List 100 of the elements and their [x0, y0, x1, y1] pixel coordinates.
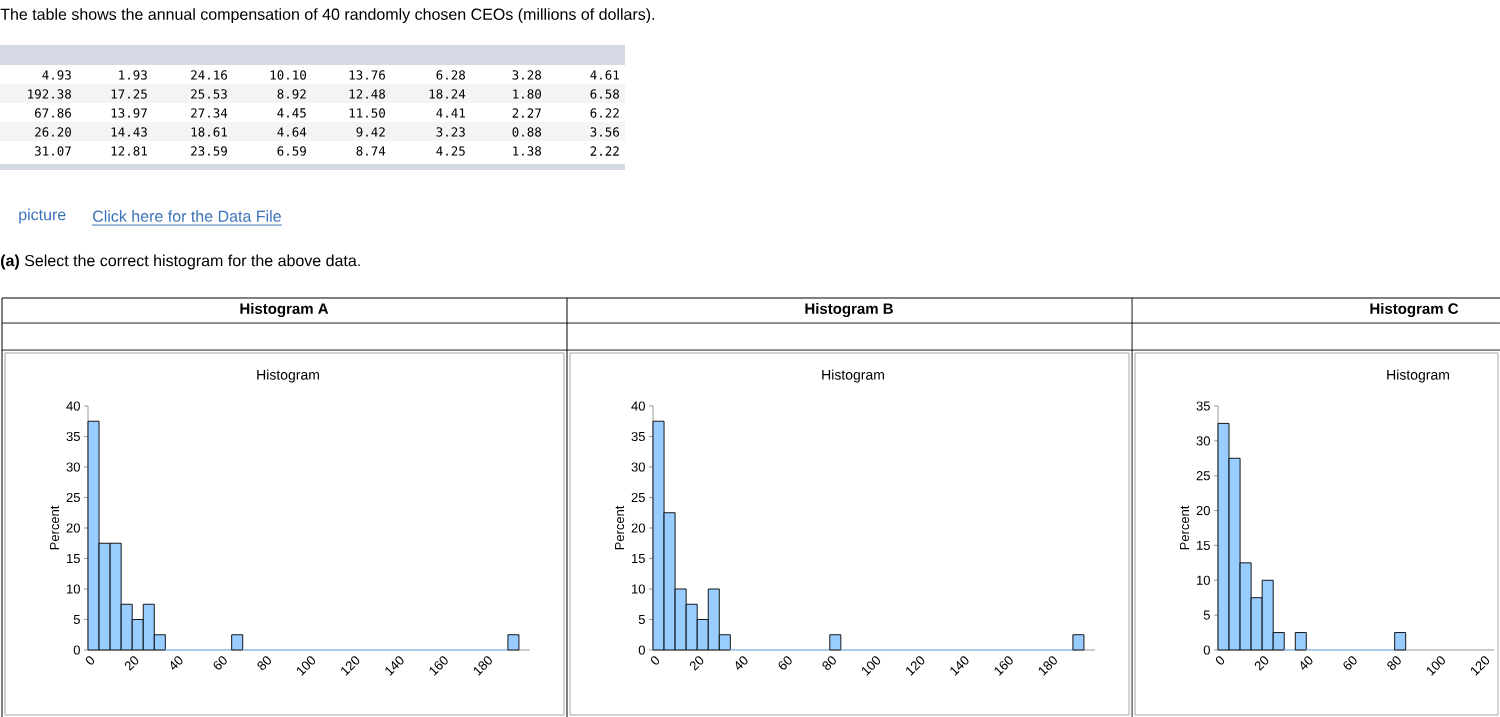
- y-tick-label: 25: [1196, 471, 1210, 481]
- text: 23.59: [191, 146, 227, 156]
- text: 13.97: [111, 108, 147, 118]
- text: 8.92: [277, 89, 306, 99]
- text: 24.16: [191, 70, 227, 80]
- chart-subtitle: Histogram: [257, 369, 319, 383]
- x-tick-label: 60: [213, 656, 227, 670]
- text: 6.58: [590, 89, 620, 99]
- text: 4.64: [277, 127, 307, 137]
- text: 6.22: [590, 108, 619, 118]
- y-tick-label: 0: [73, 645, 80, 655]
- text: 25.53: [191, 89, 227, 99]
- x-tick-label: 180: [473, 656, 492, 676]
- y-tick-label: 15: [67, 553, 80, 564]
- y-tick-label: 30: [66, 462, 80, 472]
- x-tick-label: 40: [1300, 656, 1313, 670]
- text: 4.61: [590, 70, 619, 80]
- y-tick-label: 30: [1196, 436, 1210, 446]
- x-tick-label: 40: [735, 656, 748, 670]
- y-tick-label: 5: [638, 614, 645, 625]
- y-tick-label: 20: [66, 523, 80, 533]
- y-tick-label: 10: [67, 584, 80, 594]
- x-tick-label: 140: [385, 656, 404, 676]
- x-tick-label: 100: [862, 656, 881, 676]
- y-tick-label: 20: [631, 523, 645, 533]
- x-tick-label: 120: [906, 656, 925, 676]
- x-tick-label: 0: [1215, 656, 1225, 665]
- chart-subtitle: Histogram: [1387, 369, 1449, 383]
- text: The table shows the annual compensation of 40 randomly chosen CEOs (millions of dollars).: [0, 8, 655, 24]
- text: 3.56: [590, 127, 619, 137]
- y-tick-label: 30: [631, 462, 645, 472]
- text: 18.24: [429, 89, 466, 99]
- text: 67.86: [35, 108, 71, 118]
- x-tick-label: 40: [170, 656, 183, 670]
- y-tick-label: 35: [631, 431, 645, 442]
- x-tick-label: 180: [1038, 656, 1057, 676]
- chart-title: Histogram B: [805, 302, 893, 318]
- text: 12.48: [349, 89, 386, 99]
- text: 27.34: [191, 108, 228, 118]
- y-tick-label: 40: [66, 401, 80, 411]
- text: 1.80: [513, 89, 541, 99]
- y-tick-label: 5: [1203, 610, 1210, 620]
- text: Click here for the Data File: [93, 210, 281, 222]
- y-tick-label: 5: [73, 614, 80, 625]
- x-tick-label: 20: [689, 656, 704, 671]
- text: 13.76: [349, 70, 385, 80]
- chart-subtitle: Histogram: [822, 369, 884, 383]
- y-tick-label: 35: [66, 431, 80, 442]
- text: 6.59: [277, 146, 306, 156]
- text: 192.38: [28, 89, 72, 99]
- x-tick-label: 100: [297, 656, 316, 676]
- text: 8.74: [356, 146, 386, 156]
- y-tick-label: 15: [632, 553, 645, 564]
- text: 18.61: [191, 127, 227, 137]
- y-tick-label: 35: [1196, 401, 1210, 411]
- y-tick-label: 15: [1197, 540, 1210, 550]
- chart-title: Histogram A: [240, 302, 329, 318]
- text: 4.93: [42, 70, 71, 80]
- y-axis-title: Percent: [615, 505, 625, 550]
- x-tick-label: 160: [994, 656, 1013, 676]
- text: (a) Select the correct histogram for the above data.: [1, 254, 360, 270]
- text: 1.93: [119, 70, 147, 80]
- text: 10.10: [270, 70, 306, 80]
- text: 4.25: [436, 146, 465, 156]
- text: 17.25: [111, 89, 147, 99]
- x-tick-label: 20: [124, 656, 139, 671]
- x-tick-label: 0: [85, 656, 95, 665]
- y-tick-label: 10: [1197, 575, 1210, 585]
- y-tick-label: 40: [631, 401, 645, 411]
- x-tick-label: 140: [950, 656, 969, 676]
- y-tick-label: 25: [631, 492, 645, 503]
- text: 3.23: [436, 127, 465, 137]
- x-tick-label: 20: [1254, 656, 1269, 671]
- chart-title: Histogram C: [1370, 302, 1459, 318]
- text: 31.07: [35, 146, 71, 156]
- y-tick-label: 25: [66, 492, 80, 503]
- x-tick-label: 120: [1470, 656, 1490, 676]
- text: 26.20: [35, 127, 71, 137]
- text: 4.41: [436, 108, 465, 118]
- x-tick-label: 100: [1426, 656, 1445, 676]
- text: 1.38: [513, 146, 542, 156]
- text: picture: [19, 208, 66, 224]
- x-tick-label: 80: [257, 656, 271, 670]
- x-tick-label: 80: [822, 656, 836, 670]
- text: 3.28: [512, 70, 542, 80]
- text: 11.50: [349, 108, 385, 118]
- text: 12.81: [111, 146, 147, 156]
- text: 2.27: [512, 108, 541, 118]
- y-axis-title: Percent: [1180, 505, 1190, 550]
- y-axis-title: Percent: [50, 505, 60, 550]
- text: 2.22: [590, 146, 619, 156]
- x-tick-label: 120: [341, 656, 360, 676]
- x-tick-label: 80: [1387, 656, 1401, 670]
- x-tick-label: 160: [429, 656, 448, 676]
- text: 14.43: [111, 127, 147, 137]
- text: 0.88: [512, 127, 542, 137]
- text: 6.28: [436, 70, 466, 80]
- y-tick-label: 10: [632, 584, 645, 594]
- text: 9.42: [356, 127, 385, 137]
- y-tick-label: 0: [1203, 645, 1210, 655]
